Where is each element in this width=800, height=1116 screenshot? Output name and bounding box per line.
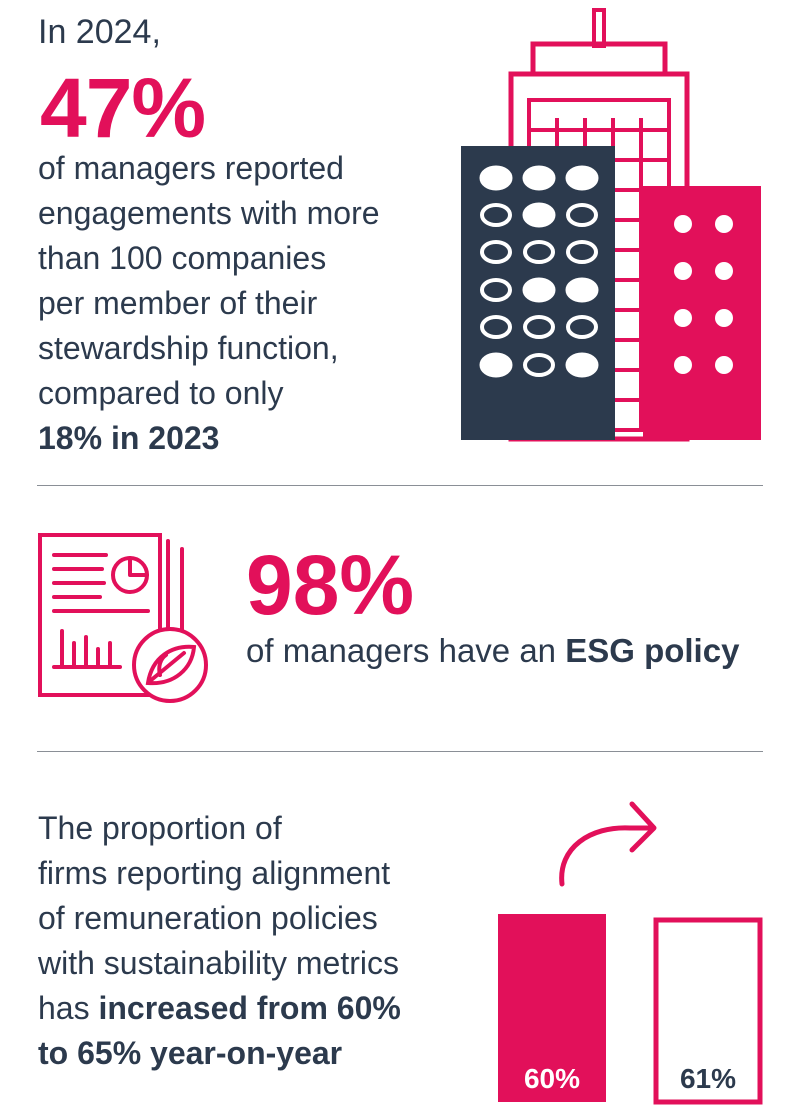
body-line: than 100 companies (38, 240, 327, 276)
big-stat-98: 98% (246, 538, 415, 632)
body-emphasis: increased from 60% (98, 990, 401, 1026)
section-intro: In 2024, (38, 13, 161, 51)
divider (37, 485, 763, 486)
body-line-prefix: has (38, 990, 99, 1026)
divider (37, 751, 763, 752)
body-line: engagements with more (38, 195, 380, 231)
body-line: with sustainability metrics (38, 945, 399, 981)
big-stat-47: 47% (40, 61, 206, 155)
body-line: stewardship function, (38, 330, 339, 366)
bar-61 (653, 917, 763, 1105)
body-line: compared to only (38, 375, 284, 411)
bar-label-61: 61% (680, 1063, 736, 1094)
bar-label-60: 60% (524, 1063, 580, 1094)
esg-statement-emphasis: ESG policy (565, 632, 740, 669)
section-body: The proportion of firms reporting alignm… (38, 806, 468, 1076)
stat-section-engagements: In 2024, 47% of managers reported engage… (0, 0, 800, 480)
body-line: of managers reported (38, 150, 344, 186)
body-line: firms reporting alignment (38, 855, 391, 891)
body-line: per member of their (38, 285, 318, 321)
curved-arrow-right-icon (559, 801, 657, 887)
office-buildings-icon (461, 8, 761, 442)
stat-section-remuneration: The proportion of firms reporting alignm… (0, 752, 800, 1116)
section-body: of managers reported engagements with mo… (38, 146, 458, 461)
bar-60 (498, 914, 606, 1102)
report-with-leaf-icon (38, 533, 208, 703)
body-line: has increased from 60% (38, 986, 468, 1031)
body-line: of remuneration policies (38, 900, 378, 936)
body-emphasis: 18% in 2023 (38, 420, 220, 456)
body-emphasis: to 65% year-on-year (38, 1035, 343, 1071)
stat-section-esg-policy: 98% of managers have an ESG policy (0, 487, 800, 752)
growth-bars-illustration: 60% 61% (498, 801, 763, 1105)
body-line: The proportion of (38, 810, 282, 846)
esg-statement-prefix: of managers have an (246, 632, 566, 669)
esg-statement: of managers have an ESG policy (246, 629, 739, 673)
